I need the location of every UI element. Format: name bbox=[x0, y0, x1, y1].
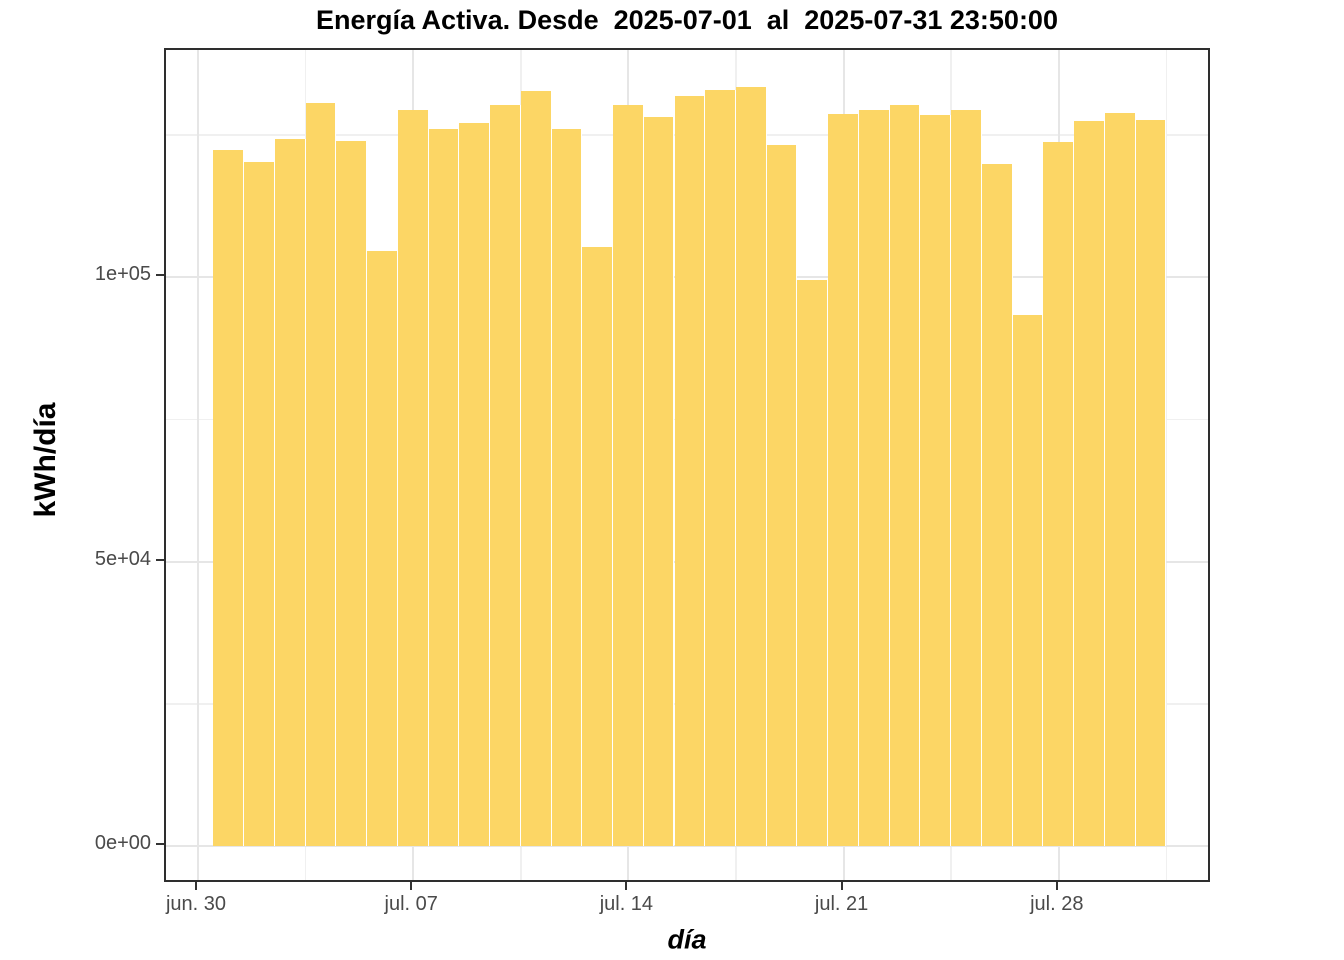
bar-2025-07-07 bbox=[397, 109, 429, 846]
bar-2025-07-26 bbox=[981, 163, 1013, 846]
x-tick-label: jun. 30 bbox=[165, 893, 227, 915]
x-axis-title: día bbox=[667, 924, 707, 955]
bar-2025-07-10 bbox=[490, 105, 521, 846]
bar-2025-07-28 bbox=[1043, 142, 1075, 846]
y-axis-title: kWh/día bbox=[29, 402, 62, 518]
gridline-vertical-major bbox=[197, 50, 199, 880]
bar-2025-07-06 bbox=[367, 250, 398, 846]
y-tick-label: 5e+04 bbox=[94, 547, 151, 570]
bar-2025-07-20 bbox=[797, 279, 829, 846]
bar-2025-07-29 bbox=[1074, 121, 1105, 846]
x-axis-tick bbox=[625, 882, 628, 890]
bar-2025-07-18 bbox=[735, 86, 767, 846]
y-tick-label: 1e+05 bbox=[94, 263, 151, 285]
y-axis-tick bbox=[156, 558, 164, 561]
x-axis-tick bbox=[195, 882, 197, 890]
bar-2025-07-30 bbox=[1104, 113, 1136, 846]
x-axis-tick bbox=[410, 882, 413, 890]
bar-2025-07-11 bbox=[520, 90, 552, 846]
bar-2025-07-05 bbox=[336, 141, 368, 846]
bar-2025-07-16 bbox=[674, 96, 706, 846]
bar-2025-07-02 bbox=[244, 162, 275, 846]
bar-2025-07-31 bbox=[1135, 119, 1167, 846]
bar-2025-07-04 bbox=[305, 102, 337, 846]
x-tick-label: jul. 07 bbox=[384, 893, 438, 915]
y-axis-tick bbox=[156, 843, 164, 845]
bar-2025-07-27 bbox=[1012, 315, 1044, 846]
chart-title: Energía Activa. Desde 2025-07-01 al 2025… bbox=[316, 5, 1058, 35]
bar-2025-07-08 bbox=[428, 129, 460, 846]
gridline-horizontal-major bbox=[166, 845, 1208, 847]
bar-2025-07-01 bbox=[213, 150, 245, 846]
x-tick-label: jul. 14 bbox=[599, 893, 654, 915]
gridline-vertical-minor bbox=[1165, 50, 1168, 880]
bar-2025-07-22 bbox=[858, 109, 890, 846]
x-tick-label: jul. 28 bbox=[1030, 893, 1084, 915]
bar-2025-07-13 bbox=[582, 246, 613, 846]
bar-2025-07-12 bbox=[551, 129, 583, 846]
bar-2025-07-09 bbox=[459, 122, 491, 846]
bar-2025-07-17 bbox=[705, 89, 736, 846]
bar-2025-07-03 bbox=[274, 138, 306, 846]
x-tick-label: jul. 21 bbox=[814, 893, 869, 915]
plot-panel bbox=[164, 48, 1210, 882]
x-axis-tick bbox=[840, 882, 843, 890]
bar-2025-07-25 bbox=[951, 109, 982, 846]
bar-2025-07-19 bbox=[766, 144, 798, 846]
y-tick-label: 0e+00 bbox=[94, 832, 151, 854]
bar-2025-07-14 bbox=[613, 105, 644, 846]
x-axis-tick bbox=[1055, 882, 1058, 890]
bar-2025-07-24 bbox=[920, 114, 952, 846]
bar-2025-07-21 bbox=[828, 113, 859, 846]
bar-2025-07-15 bbox=[643, 117, 675, 846]
bar-2025-07-23 bbox=[889, 105, 921, 846]
y-axis-tick bbox=[156, 274, 164, 276]
